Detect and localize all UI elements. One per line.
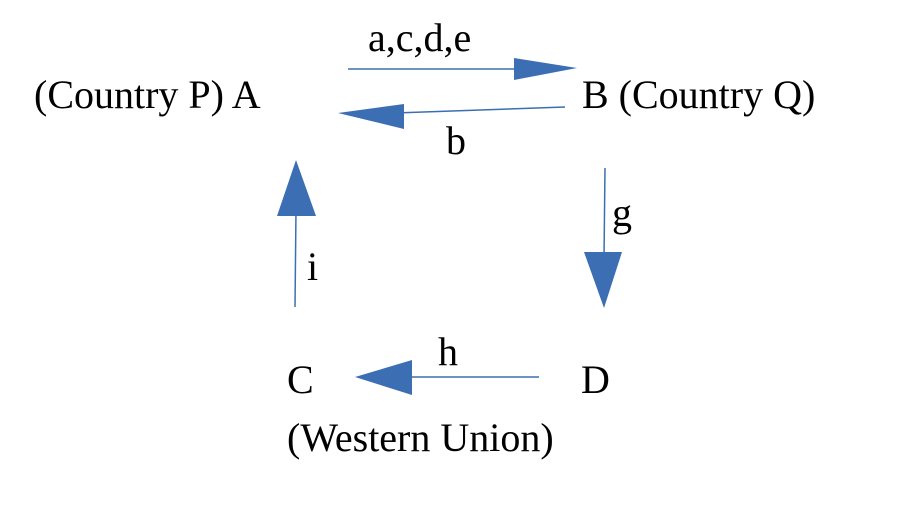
- edge-b-to-a-arrowhead: [338, 104, 404, 129]
- edge-d-to-c: h: [355, 329, 539, 395]
- edge-c-to-a-label: i: [307, 244, 318, 289]
- edge-d-to-c-label: h: [438, 329, 458, 374]
- edge-b-to-a-line: [394, 106, 566, 114]
- edge-c-to-a-arrowhead: [277, 160, 316, 216]
- node-c-label: C: [287, 357, 314, 402]
- edge-b-to-a-label: b: [446, 118, 466, 163]
- edge-b-to-d-line: [603, 167, 606, 259]
- edge-b-to-d: g: [584, 167, 632, 308]
- edge-b-to-d-label: g: [612, 190, 632, 235]
- edge-b-to-d-arrowhead: [584, 252, 622, 308]
- edge-b-to-a: b: [338, 104, 566, 163]
- edge-d-to-c-arrowhead: [355, 360, 412, 395]
- edge-a-to-b-arrowhead: [514, 58, 577, 80]
- node-b-label: B (Country Q): [582, 72, 815, 117]
- edge-c-to-a-line: [294, 209, 297, 308]
- node-a-label: (Country P) A: [34, 72, 261, 117]
- node-d-label: D: [581, 357, 610, 402]
- node-c-sublabel: (Western Union): [287, 415, 554, 460]
- edge-a-to-b: a,c,d,e: [348, 15, 577, 80]
- edge-a-to-b-label: a,c,d,e: [368, 15, 471, 60]
- edge-c-to-a: i: [277, 160, 318, 308]
